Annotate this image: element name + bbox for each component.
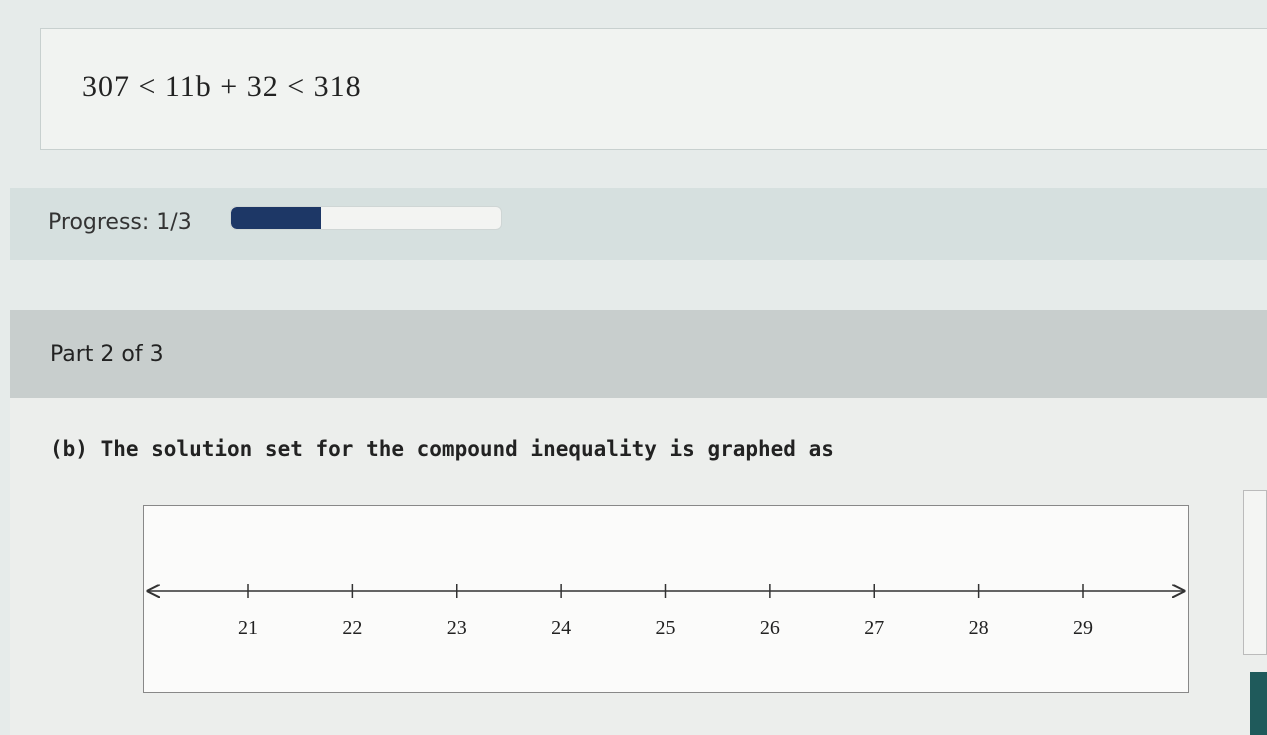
question-text: (b) The solution set for the compound in… xyxy=(50,437,834,461)
tick-label: 23 xyxy=(447,617,467,639)
tick-label: 24 xyxy=(551,617,571,639)
tick-label: 29 xyxy=(1073,617,1093,639)
equation-card xyxy=(40,28,1267,150)
part-title: Part 2 of 3 xyxy=(50,342,164,367)
equation: 307 < 11b + 32 < 318 xyxy=(82,70,362,103)
tick-label: 26 xyxy=(760,617,780,639)
progress-fill xyxy=(231,207,321,229)
side-button[interactable] xyxy=(1250,672,1267,735)
number-line-box[interactable]: 21 22 23 24 25 26 27 28 29 xyxy=(143,505,1189,693)
progress-label: Progress: 1/3 xyxy=(48,210,192,235)
side-panel xyxy=(1243,490,1267,655)
number-line[interactable]: 21 22 23 24 25 26 27 28 29 xyxy=(144,506,1188,692)
progress-strip xyxy=(10,188,1267,260)
part-header xyxy=(10,310,1267,398)
tick-label: 22 xyxy=(342,617,362,639)
tick-label: 21 xyxy=(238,617,258,639)
tick-label: 28 xyxy=(969,617,989,639)
progress-bar xyxy=(230,206,502,230)
tick-label: 25 xyxy=(656,617,676,639)
tick-label: 27 xyxy=(864,617,884,639)
